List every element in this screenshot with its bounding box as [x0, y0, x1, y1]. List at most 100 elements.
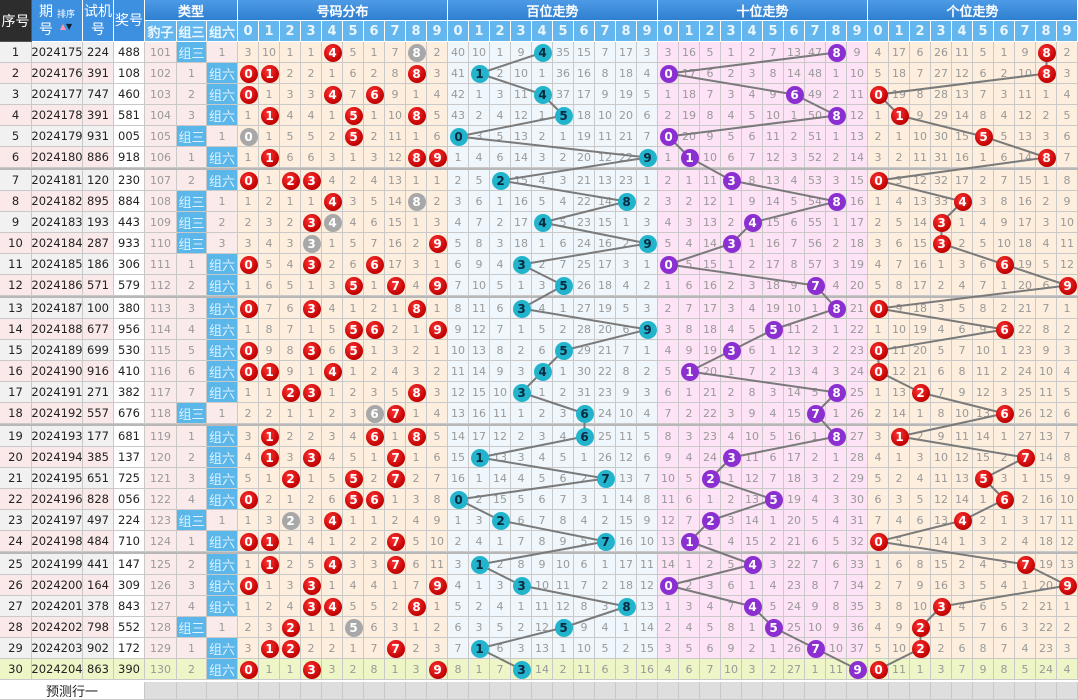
bai-omission-cell: 2 — [532, 126, 553, 147]
digit-header-4[interactable]: 4 — [742, 21, 763, 42]
digit-header-9[interactable]: 9 — [1057, 21, 1078, 42]
digit-header-3[interactable]: 3 — [511, 21, 532, 42]
digit-header-2[interactable]: 2 — [910, 21, 931, 42]
predict-cell[interactable] — [742, 682, 763, 700]
column-header-seq[interactable]: 序号 — [0, 0, 32, 42]
predict-cell[interactable] — [616, 682, 637, 700]
predict-cell[interactable] — [637, 682, 658, 700]
digit-header-2[interactable]: 2 — [700, 21, 721, 42]
digit-header-3[interactable]: 3 — [721, 21, 742, 42]
predict-cell[interactable] — [658, 682, 679, 700]
digit-header-0[interactable]: 0 — [868, 21, 889, 42]
digit-header-1[interactable]: 1 — [259, 21, 280, 42]
predict-cell[interactable] — [1057, 682, 1078, 700]
digit-header-2[interactable]: 2 — [280, 21, 301, 42]
digit-header-5[interactable]: 5 — [973, 21, 994, 42]
predict-cell[interactable] — [177, 682, 207, 700]
bai-omission-cell: 1 — [553, 361, 574, 382]
sort-arrows-icon[interactable]: ▲▼ — [59, 21, 73, 31]
digit-header-1[interactable]: 1 — [889, 21, 910, 42]
predict-cell[interactable] — [469, 682, 490, 700]
predict-cell[interactable] — [322, 682, 343, 700]
digit-header-8[interactable]: 8 — [406, 21, 427, 42]
digit-header-8[interactable]: 8 — [826, 21, 847, 42]
digit-header-0[interactable]: 0 — [448, 21, 469, 42]
digit-header-9[interactable]: 9 — [847, 21, 868, 42]
digit-header-9[interactable]: 9 — [427, 21, 448, 42]
predict-cell[interactable] — [511, 682, 532, 700]
digit-header-0[interactable]: 0 — [238, 21, 259, 42]
digit-header-1[interactable]: 1 — [679, 21, 700, 42]
digit-header-4[interactable]: 4 — [322, 21, 343, 42]
digit-header-3[interactable]: 3 — [931, 21, 952, 42]
dist-omission-cell: 2 — [238, 403, 259, 424]
column-header-trial[interactable]: 试机号 — [83, 0, 114, 42]
predict-cell[interactable] — [532, 682, 553, 700]
column-header-zusan[interactable]: 组三 — [177, 21, 207, 42]
digit-header-7[interactable]: 7 — [385, 21, 406, 42]
digit-header-6[interactable]: 6 — [364, 21, 385, 42]
bai-omission-cell: 5 — [448, 596, 469, 617]
digit-header-7[interactable]: 7 — [805, 21, 826, 42]
predict-cell[interactable] — [784, 682, 805, 700]
ge-omission-cell: 6 — [868, 489, 889, 510]
predict-cell[interactable] — [973, 682, 994, 700]
digit-header-6[interactable]: 6 — [994, 21, 1015, 42]
predict-cell[interactable] — [343, 682, 364, 700]
digit-header-8[interactable]: 8 — [616, 21, 637, 42]
predict-cell[interactable] — [280, 682, 301, 700]
digit-header-7[interactable]: 7 — [1015, 21, 1036, 42]
predict-cell[interactable] — [700, 682, 721, 700]
predict-cell[interactable] — [145, 682, 177, 700]
predict-cell[interactable] — [805, 682, 826, 700]
predict-cell[interactable] — [406, 682, 427, 700]
predict-cell[interactable] — [679, 682, 700, 700]
predict-cell[interactable] — [763, 682, 784, 700]
predict-cell[interactable] — [889, 682, 910, 700]
column-header-win[interactable]: 奖号 — [114, 0, 145, 42]
digit-header-3[interactable]: 3 — [301, 21, 322, 42]
predict-cell[interactable] — [1015, 682, 1036, 700]
predict-cell[interactable] — [427, 682, 448, 700]
predict-cell[interactable] — [847, 682, 868, 700]
digit-header-4[interactable]: 4 — [952, 21, 973, 42]
digit-header-1[interactable]: 1 — [469, 21, 490, 42]
predict-cell[interactable] — [910, 682, 931, 700]
predict-cell[interactable] — [595, 682, 616, 700]
column-header-zuliu[interactable]: 组六 — [207, 21, 238, 42]
predict-cell[interactable] — [385, 682, 406, 700]
digit-header-7[interactable]: 7 — [595, 21, 616, 42]
digit-header-9[interactable]: 9 — [637, 21, 658, 42]
predict-cell[interactable] — [574, 682, 595, 700]
predict-cell[interactable] — [490, 682, 511, 700]
shi-omission-cell: 5 — [763, 426, 784, 447]
predict-cell[interactable] — [553, 682, 574, 700]
footer-predict-row-label[interactable]: 预测行一 — [0, 682, 145, 700]
predict-cell[interactable] — [238, 682, 259, 700]
predict-cell[interactable] — [826, 682, 847, 700]
predict-cell[interactable] — [207, 682, 238, 700]
digit-header-5[interactable]: 5 — [763, 21, 784, 42]
digit-header-6[interactable]: 6 — [784, 21, 805, 42]
digit-header-6[interactable]: 6 — [574, 21, 595, 42]
digit-header-2[interactable]: 2 — [490, 21, 511, 42]
digit-header-4[interactable]: 4 — [532, 21, 553, 42]
digit-header-5[interactable]: 5 — [553, 21, 574, 42]
digit-header-8[interactable]: 8 — [1036, 21, 1057, 42]
digit-header-5[interactable]: 5 — [343, 21, 364, 42]
column-header-issue[interactable]: 期号排序 ▲▼ — [32, 0, 83, 42]
predict-cell[interactable] — [994, 682, 1015, 700]
predict-cell[interactable] — [364, 682, 385, 700]
predict-cell[interactable] — [952, 682, 973, 700]
predict-cell[interactable] — [868, 682, 889, 700]
digit-header-0[interactable]: 0 — [658, 21, 679, 42]
predict-cell[interactable] — [259, 682, 280, 700]
predict-cell[interactable] — [721, 682, 742, 700]
predict-cell[interactable] — [1036, 682, 1057, 700]
predict-cell[interactable] — [448, 682, 469, 700]
predict-cell[interactable] — [301, 682, 322, 700]
shi-omission-cell: 28 — [847, 447, 868, 468]
predict-cell[interactable] — [931, 682, 952, 700]
sort-label[interactable]: 排序 — [56, 9, 75, 20]
column-header-baozi[interactable]: 豹子 — [145, 21, 177, 42]
